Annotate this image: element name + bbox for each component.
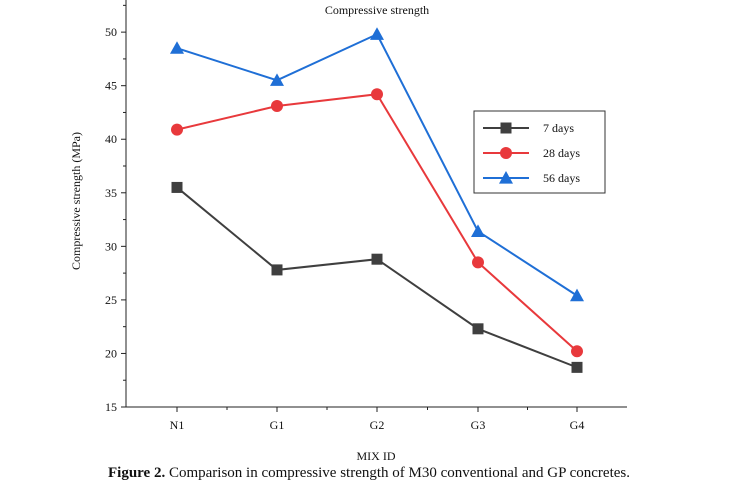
data-point-7-days bbox=[472, 323, 484, 335]
y-tick-label: 30 bbox=[105, 239, 117, 253]
chart-title: Compressive strength bbox=[325, 3, 429, 17]
data-point-56-days bbox=[170, 41, 184, 54]
x-tick-label: G3 bbox=[471, 418, 486, 432]
data-point-56-days bbox=[270, 73, 284, 86]
y-tick-label: 45 bbox=[105, 79, 117, 93]
y-axis-label: Compressive strength (MPa) bbox=[69, 132, 83, 270]
legend-label: 28 days bbox=[543, 146, 580, 160]
data-point-56-days bbox=[370, 27, 384, 40]
y-tick-label: 25 bbox=[105, 293, 117, 307]
figure-caption-text: Comparison in compressive strength of M3… bbox=[165, 465, 630, 481]
x-tick-label: N1 bbox=[170, 418, 185, 432]
data-point-28-days bbox=[271, 100, 283, 113]
figure-caption: Figure 2. Comparison in compressive stre… bbox=[0, 465, 738, 482]
y-tick-label: 40 bbox=[105, 132, 117, 146]
data-point-28-days bbox=[472, 256, 484, 269]
series-line-7-days bbox=[176, 186, 578, 369]
legend-marker bbox=[500, 122, 512, 134]
legend: 7 days 28 days 56 days bbox=[473, 110, 606, 194]
x-tick-label: G4 bbox=[570, 418, 585, 432]
x-axis-label: MIX ID bbox=[357, 449, 396, 463]
data-point-7-days bbox=[571, 361, 583, 373]
y-tick-label: 20 bbox=[105, 346, 117, 360]
data-point-7-days bbox=[171, 181, 183, 193]
legend-marker bbox=[500, 147, 512, 159]
data-point-56-days bbox=[570, 288, 584, 302]
data-point-7-days bbox=[271, 264, 283, 276]
y-tick-label: 15 bbox=[105, 400, 117, 414]
x-tick-label: G1 bbox=[270, 418, 285, 432]
legend-marker bbox=[499, 171, 513, 184]
legend-label: 56 days bbox=[543, 171, 580, 185]
x-tick-label: G2 bbox=[370, 418, 385, 432]
y-tick-label: 50 bbox=[105, 25, 117, 39]
data-point-56-days bbox=[471, 224, 485, 237]
figure-caption-label: Figure 2. bbox=[108, 465, 166, 481]
legend-label: 7 days bbox=[543, 121, 574, 135]
data-point-28-days bbox=[171, 123, 183, 136]
data-point-28-days bbox=[371, 88, 383, 101]
data-point-28-days bbox=[571, 345, 583, 358]
data-point-7-days bbox=[371, 253, 383, 265]
y-tick-label: 35 bbox=[105, 186, 117, 200]
